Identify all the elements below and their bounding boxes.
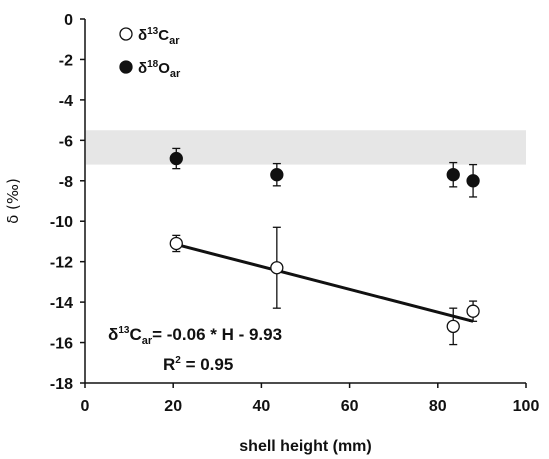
y-tick-label: -14	[50, 295, 73, 312]
data-point-d18o	[270, 168, 284, 182]
y-tick-label: -10	[50, 214, 73, 231]
legend-marker-d13c	[119, 27, 133, 41]
data-point-d13c	[169, 236, 183, 251]
x-tick-label: 60	[341, 398, 359, 415]
y-tick-label: -2	[59, 52, 73, 69]
shaded-band	[86, 130, 526, 165]
data-point-d13c	[270, 261, 284, 275]
x-axis-title: shell height (mm)	[239, 438, 371, 455]
data-marks	[169, 147, 480, 346]
x-axis: 0 20 40 60 80 100	[81, 382, 540, 415]
data-point-d18o	[466, 174, 480, 188]
data-point-d13c	[446, 319, 460, 334]
y-tick-label: -4	[59, 93, 73, 110]
legend-marker-d18o	[119, 60, 133, 74]
y-axis-title: δ (‰)	[4, 178, 22, 224]
x-tick-label: 0	[81, 398, 90, 415]
r-squared-label: R2 = 0.95	[163, 355, 233, 374]
y-tick-label: -12	[50, 255, 73, 272]
legend: δ13Car δ18Oar	[119, 26, 181, 80]
regression-line	[175, 243, 474, 323]
x-tick-label: 40	[253, 398, 271, 415]
data-point-d13c	[466, 304, 480, 318]
y-tick-label: -8	[59, 174, 73, 191]
data-point-d18o	[169, 151, 183, 166]
x-tick-label: 100	[513, 398, 540, 415]
data-point-d18o	[446, 168, 460, 182]
y-tick-label: -6	[59, 133, 73, 150]
regression-equation: δ13Car= -0.06 * H - 9.93	[108, 325, 282, 347]
y-tick-label: -18	[50, 376, 73, 393]
y-tick-label: 0	[64, 12, 73, 29]
legend-label-d18o: δ18Oar	[138, 59, 181, 80]
legend-label-d13c: δ13Car	[138, 26, 180, 47]
y-tick-label: -16	[50, 336, 73, 353]
x-tick-label: 20	[164, 398, 182, 415]
x-tick-label: 80	[429, 398, 447, 415]
y-axis: 0 -2 -4 -6 -8 -10 -12 -14 -16 -18	[50, 12, 86, 393]
